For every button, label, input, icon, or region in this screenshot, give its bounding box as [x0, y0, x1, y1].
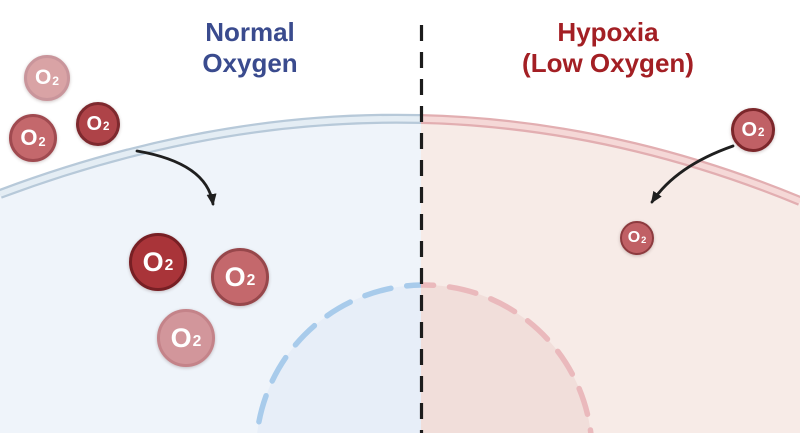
right-title-line1: Hypoxia	[557, 17, 659, 47]
left-title-line1: Normal	[205, 17, 295, 47]
left-membrane-band	[0, 115, 421, 197]
o2-symbol: O	[142, 246, 164, 277]
o2-subscript: 2	[758, 126, 765, 140]
right-entry-arrow	[650, 144, 735, 204]
o2-symbol: O	[741, 118, 758, 141]
o2-symbol: O	[20, 125, 38, 150]
right-title-line2: (Low Oxygen)	[522, 48, 694, 78]
o2-symbol: O	[224, 261, 246, 292]
left-title-line2: Oxygen	[202, 48, 298, 78]
left-entry-arrow	[135, 149, 217, 206]
right-nucleus	[421, 282, 594, 433]
right-cell-half	[421, 114, 800, 433]
o2-symbol: O	[170, 322, 192, 353]
o2-subscript: 2	[38, 133, 46, 149]
right-membrane-band	[421, 116, 800, 204]
o2-subscript: 2	[246, 271, 256, 289]
left-cell-half	[0, 113, 421, 433]
o2-subscript: 2	[52, 74, 60, 89]
o2-subscript: 2	[103, 120, 110, 134]
o2-symbol: O	[34, 66, 52, 89]
o2-subscript: 2	[641, 235, 647, 246]
right-panel-title: Hypoxia (Low Oxygen)	[468, 17, 748, 79]
left-nucleus	[254, 282, 421, 433]
o2-symbol: O	[86, 112, 103, 135]
left-panel-title: Normal Oxygen	[130, 17, 370, 79]
o2-subscript: 2	[192, 332, 202, 350]
o2-symbol: O	[627, 229, 641, 246]
o2-subscript: 2	[164, 256, 174, 274]
